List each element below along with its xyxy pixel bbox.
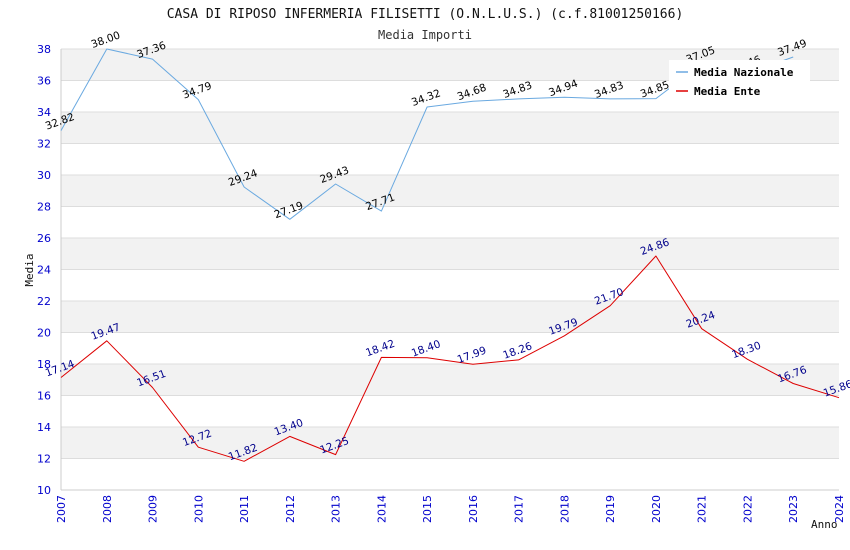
x-tick-label: 2014 bbox=[375, 495, 388, 523]
y-tick-label: 38 bbox=[37, 43, 51, 56]
x-tick-label: 2012 bbox=[284, 495, 297, 523]
x-tick-label: 2020 bbox=[650, 495, 663, 523]
y-axis-label: Media bbox=[23, 253, 36, 286]
y-tick-label: 14 bbox=[37, 421, 51, 434]
x-tick-label: 2023 bbox=[787, 495, 800, 523]
y-tick-label: 36 bbox=[37, 75, 51, 88]
x-tick-label: 2010 bbox=[192, 495, 205, 523]
x-tick-label: 2011 bbox=[238, 495, 251, 523]
y-tick-label: 16 bbox=[37, 390, 51, 403]
grid-band bbox=[61, 332, 839, 364]
x-axis-ticks: 2007 2008 2009 2010 2011 2012 2013 2014 2015 2016… bbox=[55, 495, 846, 523]
x-tick-label: 2019 bbox=[604, 495, 617, 523]
x-tick-label: 2008 bbox=[101, 495, 114, 523]
legend-entry: Media Ente bbox=[694, 85, 761, 98]
x-tick-label: 2018 bbox=[558, 495, 571, 523]
grid-band bbox=[61, 364, 839, 396]
x-tick-label: 2015 bbox=[421, 495, 434, 523]
y-tick-label: 20 bbox=[37, 327, 51, 340]
x-tick-label: 2022 bbox=[741, 495, 754, 523]
x-tick-label: 2013 bbox=[330, 495, 343, 523]
grid-bands bbox=[60, 48, 839, 491]
grid-band bbox=[61, 206, 839, 238]
y-tick-label: 18 bbox=[37, 358, 51, 371]
y-tick-label: 12 bbox=[37, 453, 51, 466]
y-tick-label: 24 bbox=[37, 264, 51, 277]
y-tick-label: 32 bbox=[37, 138, 51, 151]
y-tick-label: 10 bbox=[37, 484, 51, 497]
y-tick-label: 30 bbox=[37, 169, 51, 182]
y-tick-label: 22 bbox=[37, 295, 51, 308]
x-axis-label: Anno bbox=[811, 518, 838, 531]
grid-band bbox=[61, 175, 839, 207]
series-line bbox=[60, 255, 840, 462]
legend-entry: Media Nazionale bbox=[694, 66, 794, 79]
grid-band bbox=[61, 301, 839, 333]
grid-band bbox=[61, 458, 839, 490]
y-tick-label: 26 bbox=[37, 232, 51, 245]
grid-band bbox=[61, 238, 839, 270]
grid-band bbox=[61, 395, 839, 427]
data-label: 38.00 bbox=[90, 29, 122, 51]
legend-box bbox=[669, 60, 810, 100]
grid-band bbox=[61, 427, 839, 459]
legend: Media Nazionale Media Ente bbox=[669, 60, 810, 100]
y-tick-label: 34 bbox=[37, 106, 51, 119]
x-tick-label: 2016 bbox=[467, 495, 480, 523]
x-tick-label: 2009 bbox=[147, 495, 160, 523]
grid-band bbox=[61, 112, 839, 144]
chart-title: CASA DI RIPOSO INFERMERIA FILISETTI (O.N… bbox=[167, 7, 684, 22]
x-tick-label: 2021 bbox=[696, 495, 709, 523]
grid-band bbox=[61, 269, 839, 301]
x-tick-label: 2007 bbox=[55, 495, 68, 523]
y-axis-ticks: 10 12 14 16 18 20 22 24 26 28 30 32 34 36 38 bbox=[37, 43, 51, 497]
grid-band bbox=[61, 143, 839, 175]
x-tick-label: 2017 bbox=[513, 495, 526, 523]
y-tick-label: 28 bbox=[37, 201, 51, 214]
x-tick-label: 2024 bbox=[833, 495, 846, 523]
chart-subtitle: Media Importi bbox=[378, 28, 472, 42]
